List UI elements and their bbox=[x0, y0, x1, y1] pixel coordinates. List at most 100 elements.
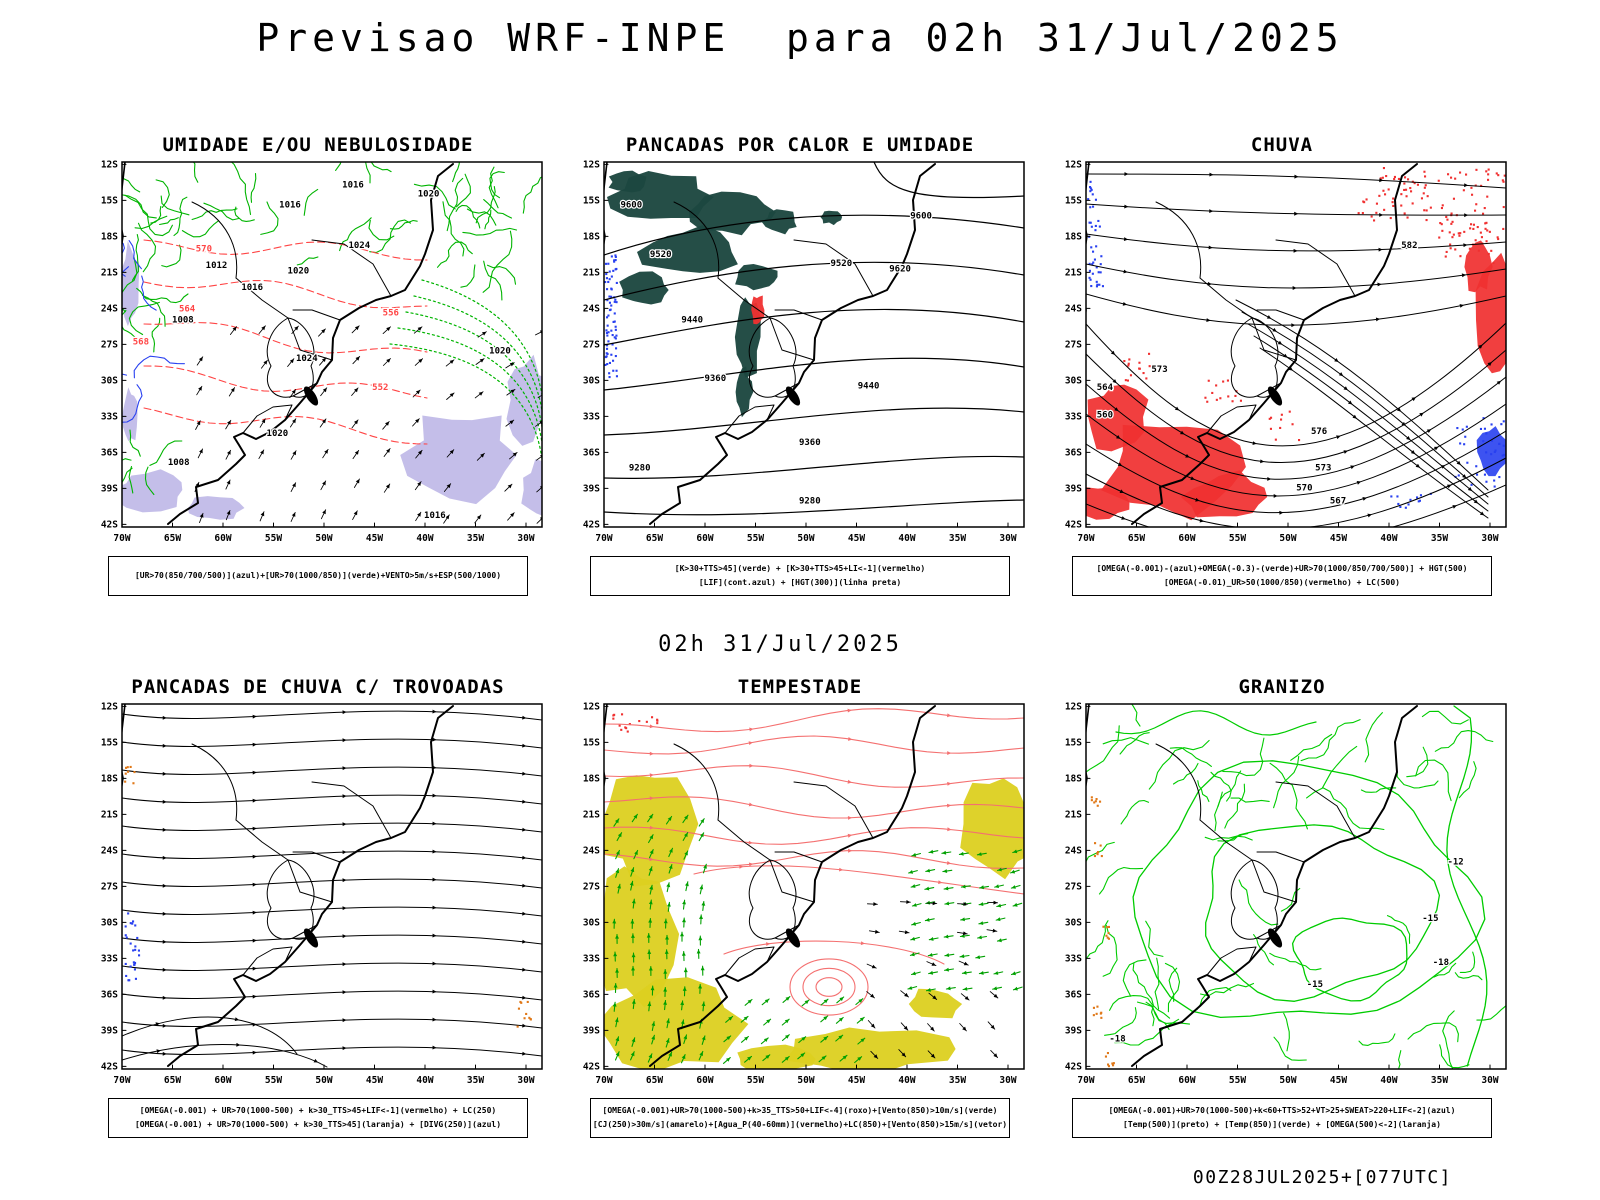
svg-text:556: 556 bbox=[383, 308, 399, 318]
svg-text:65W: 65W bbox=[646, 1075, 663, 1086]
svg-text:30W: 30W bbox=[517, 533, 534, 544]
panel-chuva: CHUVA 582 573 576 573 570 567 564 560 12S 15S 18S 2… bbox=[1056, 134, 1508, 596]
svg-text:9440: 9440 bbox=[681, 316, 703, 326]
svg-text:35W: 35W bbox=[949, 533, 966, 544]
svg-text:33S: 33S bbox=[101, 412, 118, 423]
svg-text:27S: 27S bbox=[101, 882, 118, 893]
svg-text:1020: 1020 bbox=[489, 347, 511, 357]
svg-text:39S: 39S bbox=[583, 484, 600, 495]
svg-text:60W: 60W bbox=[214, 533, 231, 544]
svg-text:36S: 36S bbox=[1065, 448, 1082, 459]
page-title: Previsao WRF-INPE para 02h 31/Jul/2025 bbox=[256, 16, 1344, 60]
svg-text:18S: 18S bbox=[101, 774, 118, 785]
caption-line: [CJ(250)>30m/s](amarelo)+[Agua_P(40-60mm… bbox=[592, 1120, 1008, 1129]
svg-text:50W: 50W bbox=[1279, 1075, 1296, 1086]
caption-umidade: [UR>70(850/700/500)](azul)+[UR>70(1000/8… bbox=[108, 556, 528, 596]
svg-text:40W: 40W bbox=[416, 1075, 433, 1086]
svg-text:9600: 9600 bbox=[620, 201, 642, 211]
caption-line: [Temp(500)](preto) + [Temp(850)](verde) … bbox=[1123, 1120, 1441, 1129]
svg-text:9360: 9360 bbox=[799, 438, 821, 448]
svg-text:9440: 9440 bbox=[858, 381, 880, 391]
panel-title-granizo: GRANIZO bbox=[1238, 676, 1326, 698]
svg-text:30W: 30W bbox=[517, 1075, 534, 1086]
svg-text:12S: 12S bbox=[583, 160, 600, 171]
svg-text:27S: 27S bbox=[1065, 340, 1082, 351]
svg-text:564: 564 bbox=[1097, 383, 1114, 393]
caption-line: [OMEGA(-0.01)_UR>50(1000/850)(vermelho) … bbox=[1163, 578, 1400, 587]
map-pancadas-chuva-trovoadas: 12S 15S 18S 21S 24S 27S 30S 33S 36S 39S 42S 70W 65W 6… bbox=[101, 702, 543, 1086]
svg-text:21S: 21S bbox=[101, 810, 118, 821]
forecast-row-1: UMIDADE E/OU NEBULOSIDADE 1016 1016 1020 10… bbox=[0, 134, 1600, 596]
svg-text:576: 576 bbox=[1311, 427, 1327, 437]
caption-tempestade: [OMEGA(-0.001)+UR>70(1000-500)+k>35_TTS>… bbox=[590, 1098, 1010, 1138]
map-granizo: -12 -15 -15 -18 -18 12S 15S 18S 21S 24S 27S 30S 33S 3… bbox=[1065, 702, 1507, 1086]
svg-text:24S: 24S bbox=[583, 304, 600, 315]
svg-text:35W: 35W bbox=[467, 1075, 484, 1086]
svg-text:36S: 36S bbox=[101, 448, 118, 459]
caption-line: [OMEGA(-0.001)-(azul)+OMEGA(-0.3)-(verde… bbox=[1096, 563, 1468, 573]
svg-text:65W: 65W bbox=[1128, 1075, 1145, 1086]
svg-text:36S: 36S bbox=[101, 990, 118, 1001]
svg-text:55W: 55W bbox=[747, 533, 764, 544]
svg-text:564: 564 bbox=[179, 305, 196, 315]
svg-text:15S: 15S bbox=[583, 196, 600, 207]
caption-chuva: [OMEGA(-0.001)-(azul)+OMEGA(-0.3)-(verde… bbox=[1072, 556, 1492, 596]
svg-text:573: 573 bbox=[1151, 365, 1167, 375]
svg-text:39S: 39S bbox=[583, 1026, 600, 1037]
svg-text:-18: -18 bbox=[1433, 958, 1449, 968]
svg-text:30S: 30S bbox=[101, 918, 118, 929]
svg-text:12S: 12S bbox=[101, 702, 118, 713]
svg-text:18S: 18S bbox=[583, 232, 600, 243]
svg-text:9360: 9360 bbox=[704, 374, 726, 384]
svg-text:1016: 1016 bbox=[342, 181, 364, 191]
svg-text:-18: -18 bbox=[1109, 1035, 1125, 1045]
svg-text:1020: 1020 bbox=[288, 266, 310, 276]
svg-text:35W: 35W bbox=[1431, 1075, 1448, 1086]
svg-text:18S: 18S bbox=[583, 774, 600, 785]
svg-text:42S: 42S bbox=[583, 520, 600, 531]
svg-text:42S: 42S bbox=[1065, 1062, 1082, 1073]
svg-text:12S: 12S bbox=[1065, 160, 1082, 171]
svg-text:70W: 70W bbox=[1077, 533, 1094, 544]
svg-text:33S: 33S bbox=[1065, 954, 1082, 965]
caption-line: [OMEGA(-0.001)+UR>70(1000-500)+k<60+TTS>… bbox=[1108, 1105, 1456, 1115]
caption-line: [OMEGA(-0.001)+UR>70(1000-500)+k>35_TTS>… bbox=[602, 1105, 998, 1115]
svg-text:30S: 30S bbox=[101, 376, 118, 387]
svg-text:560: 560 bbox=[1097, 411, 1113, 421]
svg-text:60W: 60W bbox=[696, 1075, 713, 1086]
svg-text:42S: 42S bbox=[1065, 520, 1082, 531]
svg-text:15S: 15S bbox=[583, 738, 600, 749]
svg-text:567: 567 bbox=[1330, 496, 1346, 506]
svg-text:70W: 70W bbox=[595, 533, 612, 544]
svg-text:65W: 65W bbox=[164, 1075, 181, 1086]
svg-text:-12: -12 bbox=[1447, 858, 1463, 868]
svg-text:39S: 39S bbox=[1065, 1026, 1082, 1037]
svg-text:50W: 50W bbox=[315, 1075, 332, 1086]
svg-text:55W: 55W bbox=[1229, 1075, 1246, 1086]
map-tempestade: 12S 15S 18S 21S 24S 27S 30S 33S 36S 39S 42S 70W 65W 6… bbox=[583, 702, 1025, 1086]
svg-text:24S: 24S bbox=[1065, 846, 1082, 857]
panel-title-chuva: CHUVA bbox=[1250, 134, 1314, 156]
svg-text:35W: 35W bbox=[1431, 533, 1448, 544]
svg-text:60W: 60W bbox=[1178, 533, 1195, 544]
svg-text:70W: 70W bbox=[113, 533, 130, 544]
svg-text:45W: 45W bbox=[366, 1075, 383, 1086]
forecast-row-2: PANCADAS DE CHUVA C/ TROVOADAS 12S 15S 18S… bbox=[0, 676, 1600, 1138]
svg-text:40W: 40W bbox=[898, 533, 915, 544]
svg-text:568: 568 bbox=[133, 338, 149, 348]
svg-text:-15: -15 bbox=[1307, 980, 1323, 990]
svg-text:12S: 12S bbox=[101, 160, 118, 171]
svg-text:36S: 36S bbox=[1065, 990, 1082, 1001]
svg-text:30S: 30S bbox=[1065, 376, 1082, 387]
svg-text:60W: 60W bbox=[214, 1075, 231, 1086]
svg-text:573: 573 bbox=[1315, 463, 1331, 473]
svg-text:45W: 45W bbox=[1330, 1075, 1347, 1086]
svg-text:65W: 65W bbox=[164, 533, 181, 544]
svg-text:21S: 21S bbox=[583, 810, 600, 821]
svg-text:9520: 9520 bbox=[650, 250, 672, 260]
svg-text:1016: 1016 bbox=[279, 201, 301, 211]
svg-text:70W: 70W bbox=[113, 1075, 130, 1086]
svg-text:35W: 35W bbox=[467, 533, 484, 544]
caption-pancadas-trovoadas: [OMEGA(-0.001) + UR>70(1000-500) + k>30_… bbox=[108, 1098, 528, 1138]
svg-text:21S: 21S bbox=[1065, 810, 1082, 821]
